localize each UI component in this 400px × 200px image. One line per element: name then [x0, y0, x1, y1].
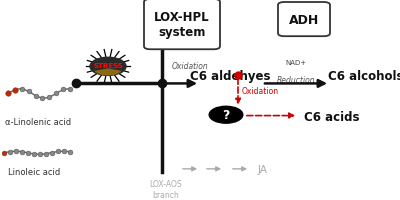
- FancyBboxPatch shape: [278, 3, 330, 37]
- Text: ?: ?: [222, 108, 230, 121]
- Text: Oxidation: Oxidation: [242, 87, 279, 95]
- Text: JA: JA: [258, 164, 268, 174]
- Circle shape: [209, 107, 243, 124]
- Text: C6 aldehyes: C6 aldehyes: [190, 70, 270, 82]
- Text: STRESS: STRESS: [93, 63, 123, 69]
- Text: LOX-HPL
system: LOX-HPL system: [154, 11, 210, 39]
- Text: NAD+: NAD+: [286, 60, 306, 66]
- Text: ADH: ADH: [289, 14, 319, 26]
- Wedge shape: [94, 69, 122, 76]
- Circle shape: [90, 58, 126, 76]
- Text: C6 acids: C6 acids: [304, 111, 360, 123]
- Text: C6 alcohols: C6 alcohols: [328, 70, 400, 82]
- Text: α-Linolenic acid: α-Linolenic acid: [5, 118, 71, 126]
- Text: Oxidation: Oxidation: [172, 62, 208, 70]
- Text: Reduction: Reduction: [277, 76, 315, 84]
- Text: LOX-AOS
branch: LOX-AOS branch: [150, 179, 182, 199]
- Text: Linoleic acid: Linoleic acid: [8, 168, 60, 176]
- FancyBboxPatch shape: [144, 0, 220, 50]
- Text: STRESS: STRESS: [93, 63, 123, 69]
